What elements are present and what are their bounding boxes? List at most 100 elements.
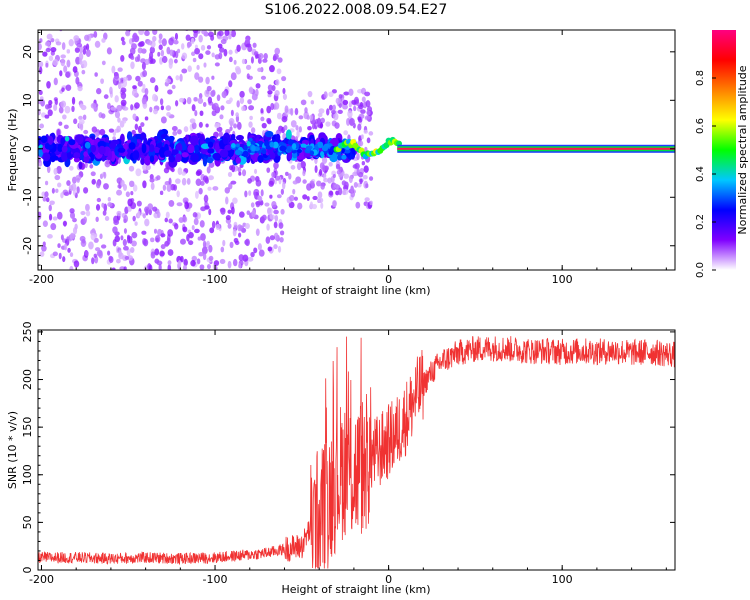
spectrum-blob-faint bbox=[134, 102, 140, 109]
spectrum-blob-faint bbox=[182, 264, 187, 270]
spectrum-blob bbox=[207, 157, 214, 164]
spectrum-blob-faint bbox=[58, 106, 64, 114]
spectrum-blob-faint bbox=[157, 51, 161, 57]
spectrum-blob-faint bbox=[44, 114, 50, 119]
spectrum-blob-faint bbox=[76, 177, 80, 183]
spectrum-blob-faint bbox=[296, 130, 300, 138]
spectrum-blob bbox=[149, 144, 155, 153]
spectrum-blob-faint bbox=[53, 167, 58, 175]
spectrum-blob-faint bbox=[156, 175, 161, 181]
spectrum-blob-faint bbox=[116, 258, 121, 264]
spectrum-blob-faint bbox=[138, 30, 145, 36]
spectrum-blob-faint bbox=[177, 48, 181, 54]
spectrum-blob-bright bbox=[309, 150, 315, 156]
spectrum-blob bbox=[224, 144, 232, 151]
spectrum-blob-faint bbox=[99, 128, 106, 136]
spectrum-blob-faint bbox=[365, 183, 369, 189]
spectrum-blob-faint bbox=[232, 197, 238, 204]
spectrum-blob-faint bbox=[175, 75, 180, 81]
spectrum-blob-faint bbox=[277, 245, 282, 253]
spectrum-blob-faint bbox=[101, 38, 106, 43]
spectrum-blob-faint bbox=[364, 197, 370, 202]
spectrum-blob-faint bbox=[233, 123, 238, 129]
spectrum-blob-faint bbox=[258, 249, 265, 257]
spectrum-blob-faint bbox=[150, 182, 155, 190]
spectrum-blob-faint bbox=[78, 119, 85, 125]
spectrum-blob-faint bbox=[94, 247, 101, 252]
spectrum-blob-faint bbox=[250, 202, 255, 208]
spectrum-blob bbox=[285, 129, 292, 140]
spectrum-blob-bright bbox=[269, 141, 275, 148]
spectrum-blob-faint bbox=[195, 178, 202, 186]
spectrum-blob-faint bbox=[72, 227, 78, 235]
spectrum-blob-faint bbox=[273, 232, 279, 241]
spectrum-blob bbox=[219, 149, 229, 158]
spectrum-blob-faint bbox=[58, 252, 62, 260]
spectrum-blob-faint bbox=[309, 114, 314, 122]
spectrum-blob-faint bbox=[122, 119, 127, 124]
spectrum-blob-faint bbox=[73, 35, 80, 42]
spectrum-blob-bright bbox=[296, 148, 302, 154]
spectrum-blob-faint bbox=[40, 99, 45, 107]
spectrum-blob bbox=[181, 152, 189, 158]
spectrum-blob-faint bbox=[167, 264, 172, 270]
spectrum-blob-faint bbox=[290, 165, 296, 170]
spectrum-blob-faint bbox=[144, 30, 150, 37]
spectrum-blob-faint bbox=[203, 62, 207, 68]
spectrum-blob-faint bbox=[227, 171, 233, 178]
spectrum-blob-faint bbox=[39, 66, 43, 75]
x-tick-label: 0 bbox=[385, 573, 392, 586]
spectrum-blob-faint bbox=[227, 209, 232, 214]
spectrum-blob-faint bbox=[106, 47, 113, 55]
spectrum-blob-faint bbox=[118, 250, 122, 257]
spectrum-blob-faint bbox=[267, 207, 272, 214]
spectrum-blob-faint bbox=[284, 105, 289, 114]
spectrum-blob-faint bbox=[160, 105, 164, 111]
spectrum-blob-faint bbox=[228, 33, 232, 40]
spectrum-blob-faint bbox=[328, 91, 334, 98]
spectrum-blob-faint bbox=[241, 105, 246, 112]
spectrum-blob-faint bbox=[124, 206, 129, 214]
spectrum-blob-faint bbox=[46, 33, 53, 40]
spectrum-blob-faint bbox=[165, 105, 172, 111]
y-tick-label: 0 bbox=[21, 567, 34, 574]
spectrum-blob-faint bbox=[280, 208, 285, 215]
spectrum-blob-faint bbox=[137, 80, 143, 87]
spectrum-blob-faint bbox=[85, 203, 90, 212]
spectrum-blob-faint bbox=[196, 64, 200, 71]
spectrum-blob-faint bbox=[38, 61, 44, 68]
spectrum-blob-faint bbox=[88, 241, 94, 250]
spectrum-blob-faint bbox=[211, 89, 216, 96]
spectrum-blob-faint bbox=[135, 168, 142, 177]
spectrum-blob-faint bbox=[343, 173, 350, 179]
spectrum-blob-faint bbox=[325, 121, 331, 127]
spectrum-blob-faint bbox=[343, 130, 349, 136]
spectrum-blob-faint bbox=[282, 93, 288, 100]
spectrum-blob-faint bbox=[257, 243, 262, 251]
spectrum-blob-faint bbox=[361, 96, 366, 103]
spectrum-blob-faint bbox=[255, 228, 260, 237]
spectrum-blob-faint bbox=[131, 231, 138, 239]
spectrum-blob-faint bbox=[290, 108, 294, 116]
spectrum-blob-faint bbox=[298, 115, 304, 120]
spectrum-blob-faint bbox=[198, 76, 204, 83]
spectrum-blob-faint bbox=[65, 71, 71, 78]
spectrum-blob bbox=[264, 130, 274, 138]
y-tick-label: 200 bbox=[21, 369, 34, 390]
spectrum-blob-faint bbox=[130, 104, 134, 111]
spectrum-blob-faint bbox=[107, 202, 113, 208]
spectrum-blob-faint bbox=[95, 180, 101, 189]
spectrum-blob-faint bbox=[233, 237, 239, 244]
spectrum-blob-faint bbox=[273, 161, 279, 170]
spectrum-blob-faint bbox=[194, 228, 200, 234]
spectrum-blob-faint bbox=[178, 97, 185, 103]
spectrum-blob-faint bbox=[365, 100, 371, 108]
spectrum-blob-faint bbox=[52, 251, 58, 257]
spectrum-blob bbox=[49, 155, 59, 161]
spectrum-blob-faint bbox=[65, 84, 72, 91]
spectrum-blob-faint bbox=[250, 251, 255, 258]
colorbar-tick-label: 0.2 bbox=[695, 214, 706, 230]
spectrum-blob-faint bbox=[279, 237, 284, 243]
spectrum-blob-faint bbox=[186, 178, 191, 185]
spectrum-blob-faint bbox=[116, 210, 122, 217]
